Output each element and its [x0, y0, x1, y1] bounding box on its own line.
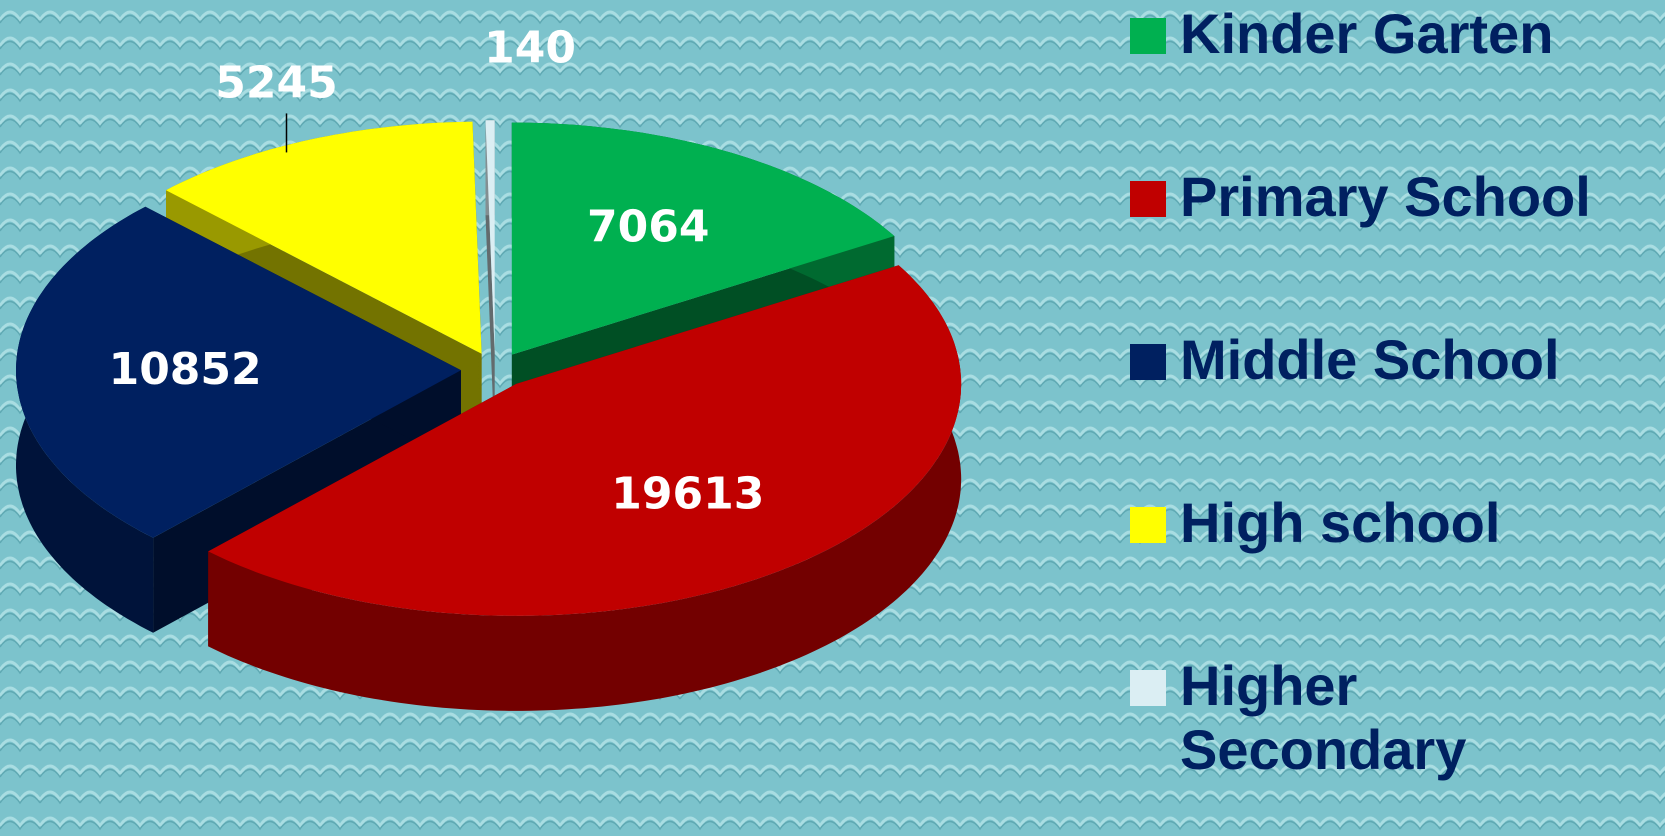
legend-swatch: [1130, 670, 1166, 706]
slice-wall: [208, 265, 962, 711]
data-label: 19613: [611, 468, 764, 519]
pie-chart: 7064 19613 10852 5245 140: [16, 22, 962, 711]
data-label: 7064: [587, 202, 709, 253]
legend-label: High school: [1180, 491, 1501, 554]
legend-swatch: [1130, 181, 1166, 217]
legend-label: Middle School: [1180, 328, 1560, 391]
legend-swatch: [1130, 344, 1166, 380]
legend-swatch: [1130, 18, 1166, 54]
legend-label: Higher Secondary: [1180, 654, 1467, 781]
slice: [208, 265, 962, 616]
data-label: 10852: [109, 344, 262, 395]
legend-item: Primary School: [1130, 165, 1620, 229]
legend-swatch: [1130, 507, 1166, 543]
legend-item: Higher Secondary: [1130, 654, 1620, 782]
data-label: 5245: [215, 57, 337, 108]
legend-label: Kinder Garten: [1180, 2, 1554, 65]
slice: [166, 121, 482, 354]
slice: [485, 120, 495, 353]
legend-label: Primary School: [1180, 165, 1591, 228]
slice: [16, 206, 461, 538]
legend-item: Kinder Garten: [1130, 2, 1620, 66]
legend-item: Middle School: [1130, 328, 1620, 392]
legend-item: High school: [1130, 491, 1620, 555]
data-label: 140: [484, 22, 576, 73]
slice: [511, 122, 895, 355]
